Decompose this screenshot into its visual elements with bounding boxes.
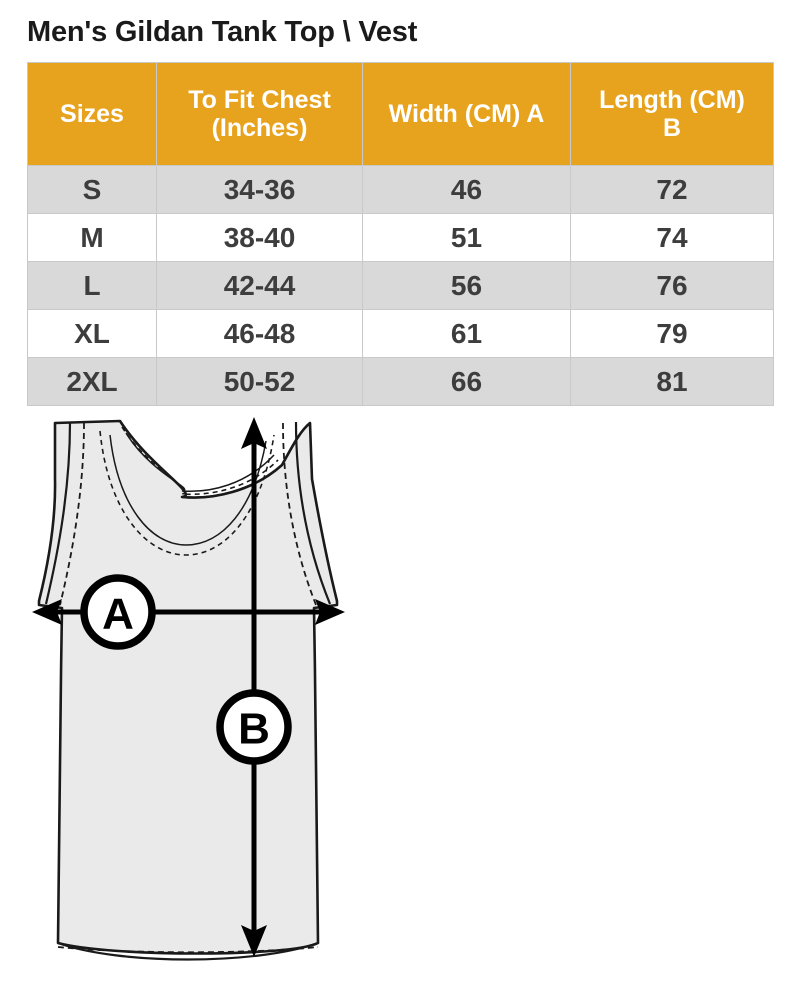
arrowhead-right xyxy=(315,599,345,625)
cell-width: 51 xyxy=(362,213,571,262)
table-row: 2XL 50-52 66 81 xyxy=(27,357,774,406)
column-header-width: Width (CM) A xyxy=(362,62,571,166)
table-row: S 34-36 46 72 xyxy=(27,165,774,214)
column-header-length-line1: Length (CM) xyxy=(599,86,745,114)
column-header-chest-line1: To Fit Chest xyxy=(188,86,331,114)
badge-a-ring xyxy=(80,574,156,650)
cell-width: 46 xyxy=(362,165,571,214)
table-row: M 38-40 51 74 xyxy=(27,213,774,262)
cell-length: 79 xyxy=(570,309,774,358)
left-armhole-binding xyxy=(44,421,85,606)
right-armhole-binding xyxy=(282,421,332,606)
cell-length: 76 xyxy=(570,261,774,310)
badge-a-label: A xyxy=(102,590,134,639)
column-header-chest: To Fit Chest (Inches) xyxy=(156,62,363,166)
neckline-collar xyxy=(119,420,311,499)
cell-chest: 50-52 xyxy=(156,357,363,406)
cell-size: 2XL xyxy=(27,357,157,406)
cell-width: 61 xyxy=(362,309,571,358)
neckline-inner-scoop xyxy=(99,430,275,556)
tank-top-body xyxy=(37,419,339,955)
badge-b-ring xyxy=(216,689,292,765)
column-header-length: Length (CM) B xyxy=(570,62,774,166)
size-chart-table: Sizes To Fit Chest (Inches) Width (CM) A… xyxy=(27,62,774,406)
column-header-length-line2: B xyxy=(662,114,682,142)
cell-chest: 42-44 xyxy=(156,261,363,310)
dimension-arrow-b xyxy=(241,417,267,957)
cell-length: 81 xyxy=(570,357,774,406)
measurement-badge-a: A xyxy=(80,574,156,650)
arrowhead-down xyxy=(241,925,267,957)
table-row: L 42-44 56 76 xyxy=(27,261,774,310)
column-header-sizes: Sizes xyxy=(27,62,157,166)
table-row: XL 46-48 61 79 xyxy=(27,309,774,358)
measurement-badge-b: B xyxy=(216,689,292,765)
cell-size: L xyxy=(27,261,157,310)
cell-length: 74 xyxy=(570,213,774,262)
cell-size: XL xyxy=(27,309,157,358)
page-title: Men's Gildan Tank Top \ Vest xyxy=(27,16,418,48)
column-header-sizes-line1: Sizes xyxy=(60,100,124,128)
arrowhead-up xyxy=(241,417,267,449)
cell-chest: 46-48 xyxy=(156,309,363,358)
badge-b-label: B xyxy=(238,705,270,754)
cell-chest: 34-36 xyxy=(156,165,363,214)
cell-width: 56 xyxy=(362,261,571,310)
column-header-width-line1: Width (CM) A xyxy=(388,100,545,128)
cell-width: 66 xyxy=(362,357,571,406)
table-header-row: Sizes To Fit Chest (Inches) Width (CM) A… xyxy=(27,62,774,166)
column-header-chest-line2: (Inches) xyxy=(211,114,308,142)
garment-diagram: A B xyxy=(0,405,800,985)
arrowhead-left xyxy=(32,599,62,625)
cell-chest: 38-40 xyxy=(156,213,363,262)
cell-size: M xyxy=(27,213,157,262)
cell-length: 72 xyxy=(570,165,774,214)
cell-size: S xyxy=(27,165,157,214)
bottom-hem xyxy=(57,941,319,961)
